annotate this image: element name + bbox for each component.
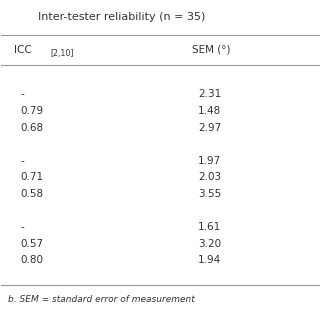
Text: 1.61: 1.61	[198, 222, 221, 232]
Text: 3.55: 3.55	[198, 189, 221, 199]
Text: SEM (°): SEM (°)	[192, 44, 230, 55]
Text: Inter-tester reliability (n = 35): Inter-tester reliability (n = 35)	[38, 12, 206, 22]
Text: 2.31: 2.31	[198, 90, 221, 100]
Text: b. SEM = standard error of measurement: b. SEM = standard error of measurement	[8, 295, 195, 304]
Text: 3.20: 3.20	[198, 239, 221, 249]
Text: -: -	[20, 222, 24, 232]
Text: -: -	[20, 90, 24, 100]
Text: 0.71: 0.71	[20, 172, 44, 182]
Text: 0.80: 0.80	[20, 255, 44, 265]
Text: 0.58: 0.58	[20, 189, 44, 199]
Text: 0.68: 0.68	[20, 123, 44, 133]
Text: 2.97: 2.97	[198, 123, 221, 133]
Text: 1.97: 1.97	[198, 156, 221, 166]
Text: 0.79: 0.79	[20, 106, 44, 116]
Text: 0.57: 0.57	[20, 239, 44, 249]
Text: 1.94: 1.94	[198, 255, 221, 265]
Text: ICC: ICC	[14, 44, 32, 55]
Text: -: -	[20, 156, 24, 166]
Text: [2,10]: [2,10]	[51, 49, 74, 58]
Text: 1.48: 1.48	[198, 106, 221, 116]
Text: 2.03: 2.03	[198, 172, 221, 182]
